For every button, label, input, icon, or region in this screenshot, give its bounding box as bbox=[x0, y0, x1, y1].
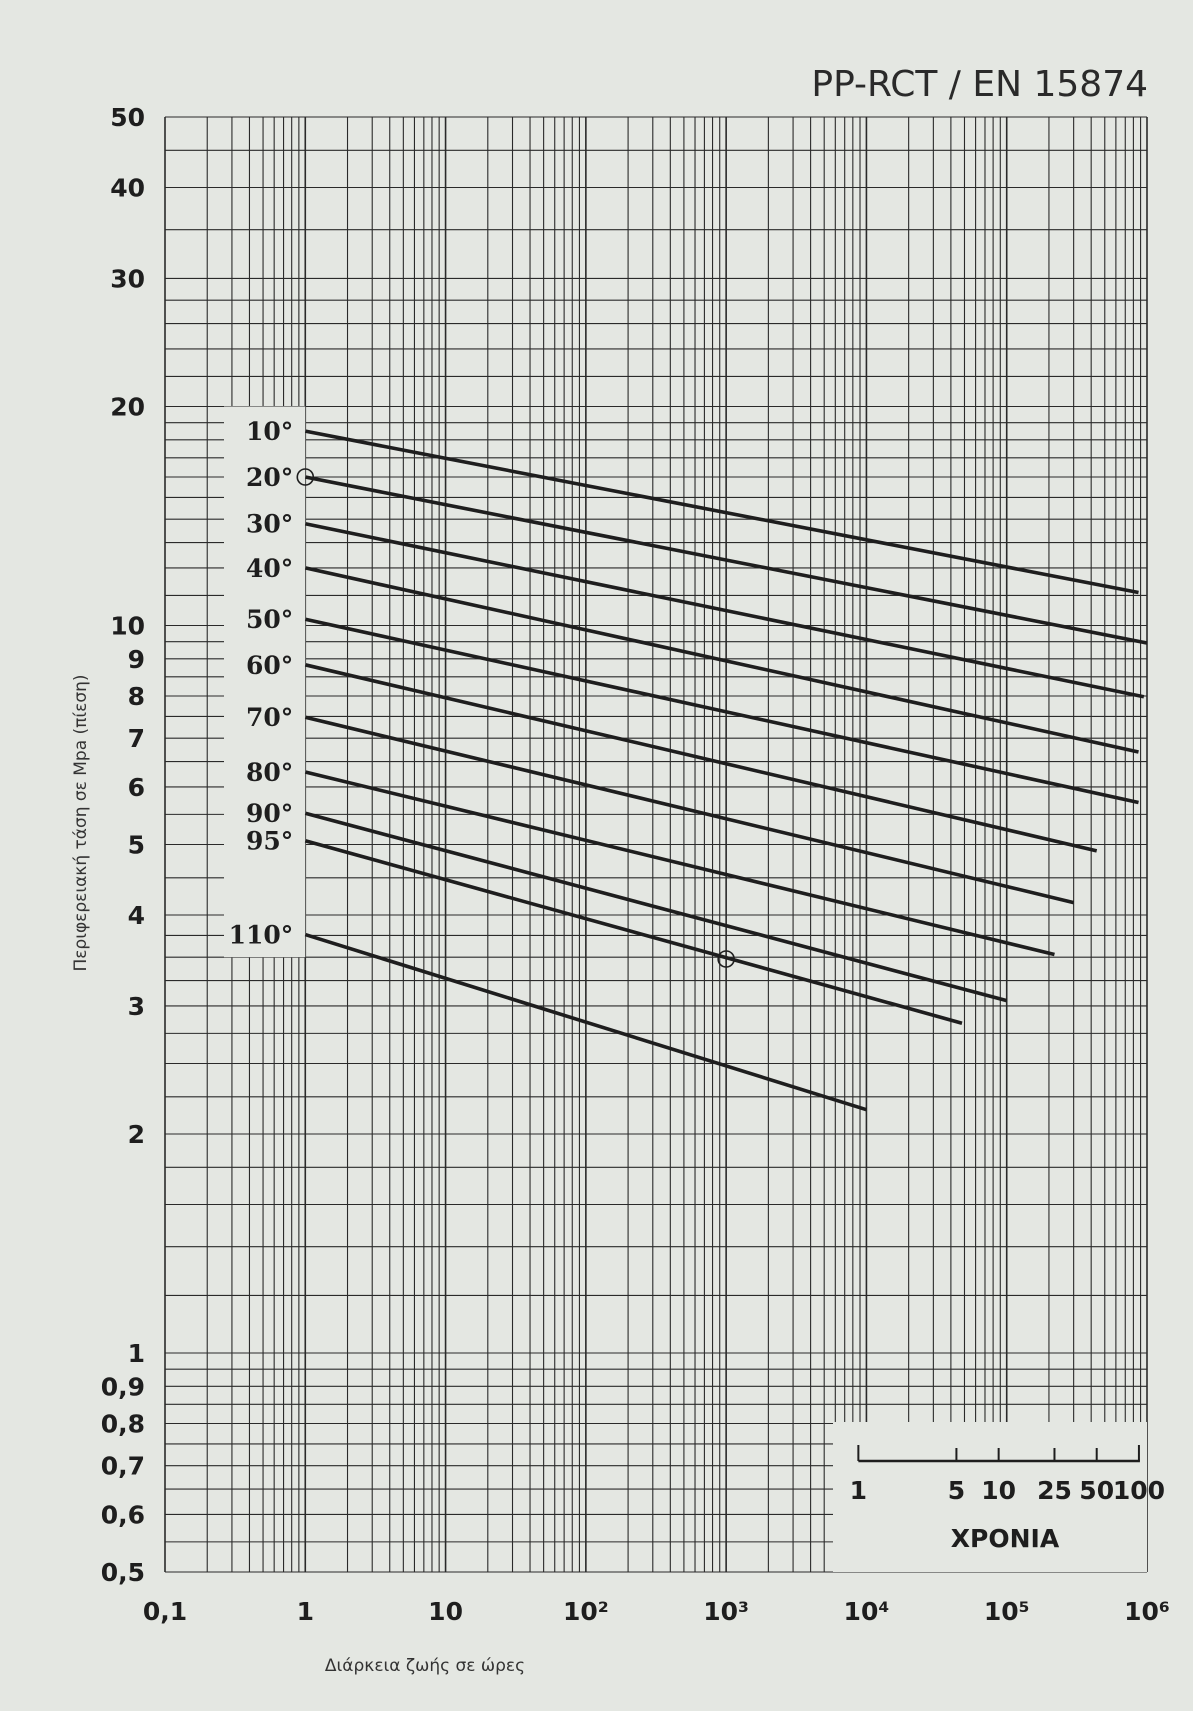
y-axis-label: Περιφερειακή τάση σε Mpa (πίεση) bbox=[71, 674, 91, 971]
y-tick-label: 0,7 bbox=[101, 1452, 145, 1481]
series-label: 80° bbox=[246, 758, 293, 787]
x-tick-label: 10⁶ bbox=[1124, 1597, 1170, 1626]
x-axis-label: Διάρκεια ζωής σε ώρες bbox=[325, 1656, 525, 1676]
grid bbox=[164, 116, 1148, 1573]
x-tick-label: 0,1 bbox=[143, 1597, 187, 1626]
y-tick-label: 8 bbox=[128, 682, 145, 711]
series-line-0 bbox=[304, 429, 1139, 595]
y-tick-label: 4 bbox=[128, 901, 145, 930]
y-tick-label: 5 bbox=[128, 831, 145, 860]
marker-circle bbox=[717, 950, 735, 968]
series-label: 95° bbox=[246, 827, 293, 856]
y-tick-label: 0,5 bbox=[101, 1558, 145, 1587]
y-tick-label: 6 bbox=[128, 773, 145, 802]
series-label: 50° bbox=[246, 605, 293, 634]
y-tick-label: 7 bbox=[128, 724, 145, 753]
years-tick-label: 1 bbox=[850, 1476, 867, 1505]
x-tick-labels: 0,1 1 10 10² 10³ 10⁴ 10⁵ 10⁶ bbox=[143, 1597, 1170, 1626]
years-tick-label: 25 bbox=[1037, 1476, 1072, 1505]
y-tick-label: 30 bbox=[110, 264, 145, 293]
series-line-8 bbox=[304, 811, 1008, 1003]
y-tick-label: 2 bbox=[128, 1120, 145, 1149]
x-tick-label: 1 bbox=[297, 1597, 314, 1626]
y-tick-label: 1 bbox=[128, 1339, 145, 1368]
y-tick-label: 40 bbox=[110, 174, 145, 203]
series-label: 10° bbox=[246, 417, 293, 446]
years-inset-bg bbox=[833, 1422, 1147, 1572]
series-label: 40° bbox=[246, 554, 293, 583]
x-tick-label: 10³ bbox=[703, 1597, 749, 1626]
years-tick-label: 100 bbox=[1113, 1476, 1165, 1505]
chart-title: PP-RCT / EN 15874 bbox=[811, 64, 1148, 105]
x-tick-label: 10² bbox=[563, 1597, 609, 1626]
series-line-3 bbox=[304, 566, 1139, 754]
y-tick-label: 50 bbox=[110, 103, 145, 132]
y-tick-label: 0,8 bbox=[101, 1410, 145, 1439]
y-tick-label: 20 bbox=[110, 393, 145, 422]
years-tick-label: 50 bbox=[1079, 1476, 1114, 1505]
series-line-9 bbox=[304, 838, 963, 1025]
y-tick-label: 0,9 bbox=[101, 1372, 145, 1401]
x-tick-label: 10 bbox=[428, 1597, 463, 1626]
series-line-7 bbox=[304, 770, 1055, 957]
series-line-2 bbox=[304, 521, 1145, 699]
temperature-label-box: 10° 20° 30° 40° 50° 60° 70° 80° 90°95° 110° bbox=[224, 406, 306, 958]
series-lines bbox=[304, 429, 1148, 1112]
series-line-10 bbox=[304, 932, 867, 1112]
x-tick-label: 10⁴ bbox=[844, 1597, 890, 1626]
years-tick-label: 5 bbox=[948, 1476, 965, 1505]
series-label: 30° bbox=[246, 510, 293, 539]
markers bbox=[296, 468, 735, 968]
series-label: 110° bbox=[229, 921, 294, 950]
marker-circle bbox=[296, 468, 315, 486]
years-label: XΡΟΝΙΑ bbox=[951, 1524, 1060, 1553]
series-line-5 bbox=[304, 663, 1098, 853]
y-tick-label: 3 bbox=[128, 992, 145, 1021]
series-label: 20° bbox=[246, 463, 293, 492]
y-tick-label: 0,6 bbox=[101, 1500, 145, 1529]
series-line-1 bbox=[304, 475, 1148, 645]
y-tick-label: 9 bbox=[128, 645, 145, 674]
temperature-box-bg bbox=[224, 406, 306, 958]
series-line-6 bbox=[304, 715, 1075, 905]
series-label: 70° bbox=[246, 703, 293, 732]
y-tick-label: 10 bbox=[110, 612, 145, 641]
years-tick-label: 10 bbox=[981, 1476, 1016, 1505]
series-line-4 bbox=[304, 617, 1139, 805]
series-label: 60° bbox=[246, 651, 293, 680]
y-tick-labels: 50 40 30 20 10 9 8 7 6 5 4 3 2 1 0,9 0,8 0,7 0,6 0,5 bbox=[101, 103, 145, 1587]
series-label: 90° bbox=[246, 799, 293, 828]
x-tick-label: 10⁵ bbox=[984, 1597, 1030, 1626]
